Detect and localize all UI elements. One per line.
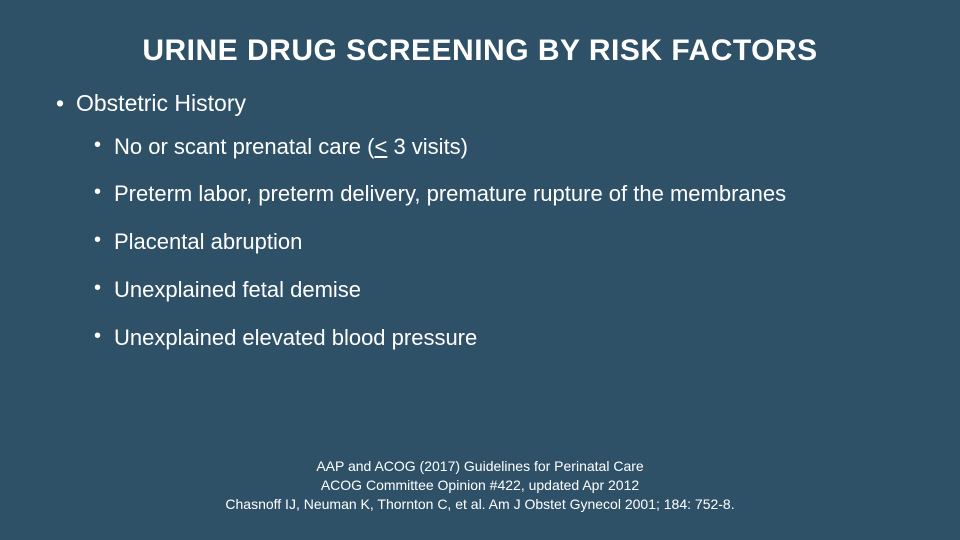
- text-underlined-lt: <: [374, 134, 387, 159]
- list-item-preterm: Preterm labor, preterm delivery, prematu…: [90, 178, 910, 210]
- footer-line-1: AAP and ACOG (2017) Guidelines for Perin…: [0, 457, 960, 476]
- bullet-list-level-1: Obstetric History No or scant prenatal c…: [50, 86, 910, 354]
- list-item-fetal-demise: Unexplained fetal demise: [90, 274, 910, 306]
- slide-container: URINE DRUG SCREENING BY RISK FACTORS Obs…: [0, 0, 960, 540]
- bullet-list-level-2: No or scant prenatal care (< 3 visits) P…: [76, 131, 910, 354]
- list-item-blood-pressure: Unexplained elevated blood pressure: [90, 322, 910, 354]
- list-item-abruption: Placental abruption: [90, 226, 910, 258]
- text-suffix: 3 visits): [387, 134, 468, 159]
- list-item-obstetric-history: Obstetric History No or scant prenatal c…: [50, 86, 910, 354]
- list-item-prenatal-care: No or scant prenatal care (< 3 visits): [90, 131, 910, 163]
- list-item-label: Obstetric History: [76, 90, 246, 116]
- footer-line-2: ACOG Committee Opinion #422, updated Apr…: [0, 476, 960, 495]
- text-prefix: No or scant prenatal care (: [114, 134, 374, 159]
- footer-line-3: Chasnoff IJ, Neuman K, Thornton C, et al…: [0, 495, 960, 514]
- slide-title: URINE DRUG SCREENING BY RISK FACTORS: [50, 34, 910, 68]
- slide-footer: AAP and ACOG (2017) Guidelines for Perin…: [0, 457, 960, 514]
